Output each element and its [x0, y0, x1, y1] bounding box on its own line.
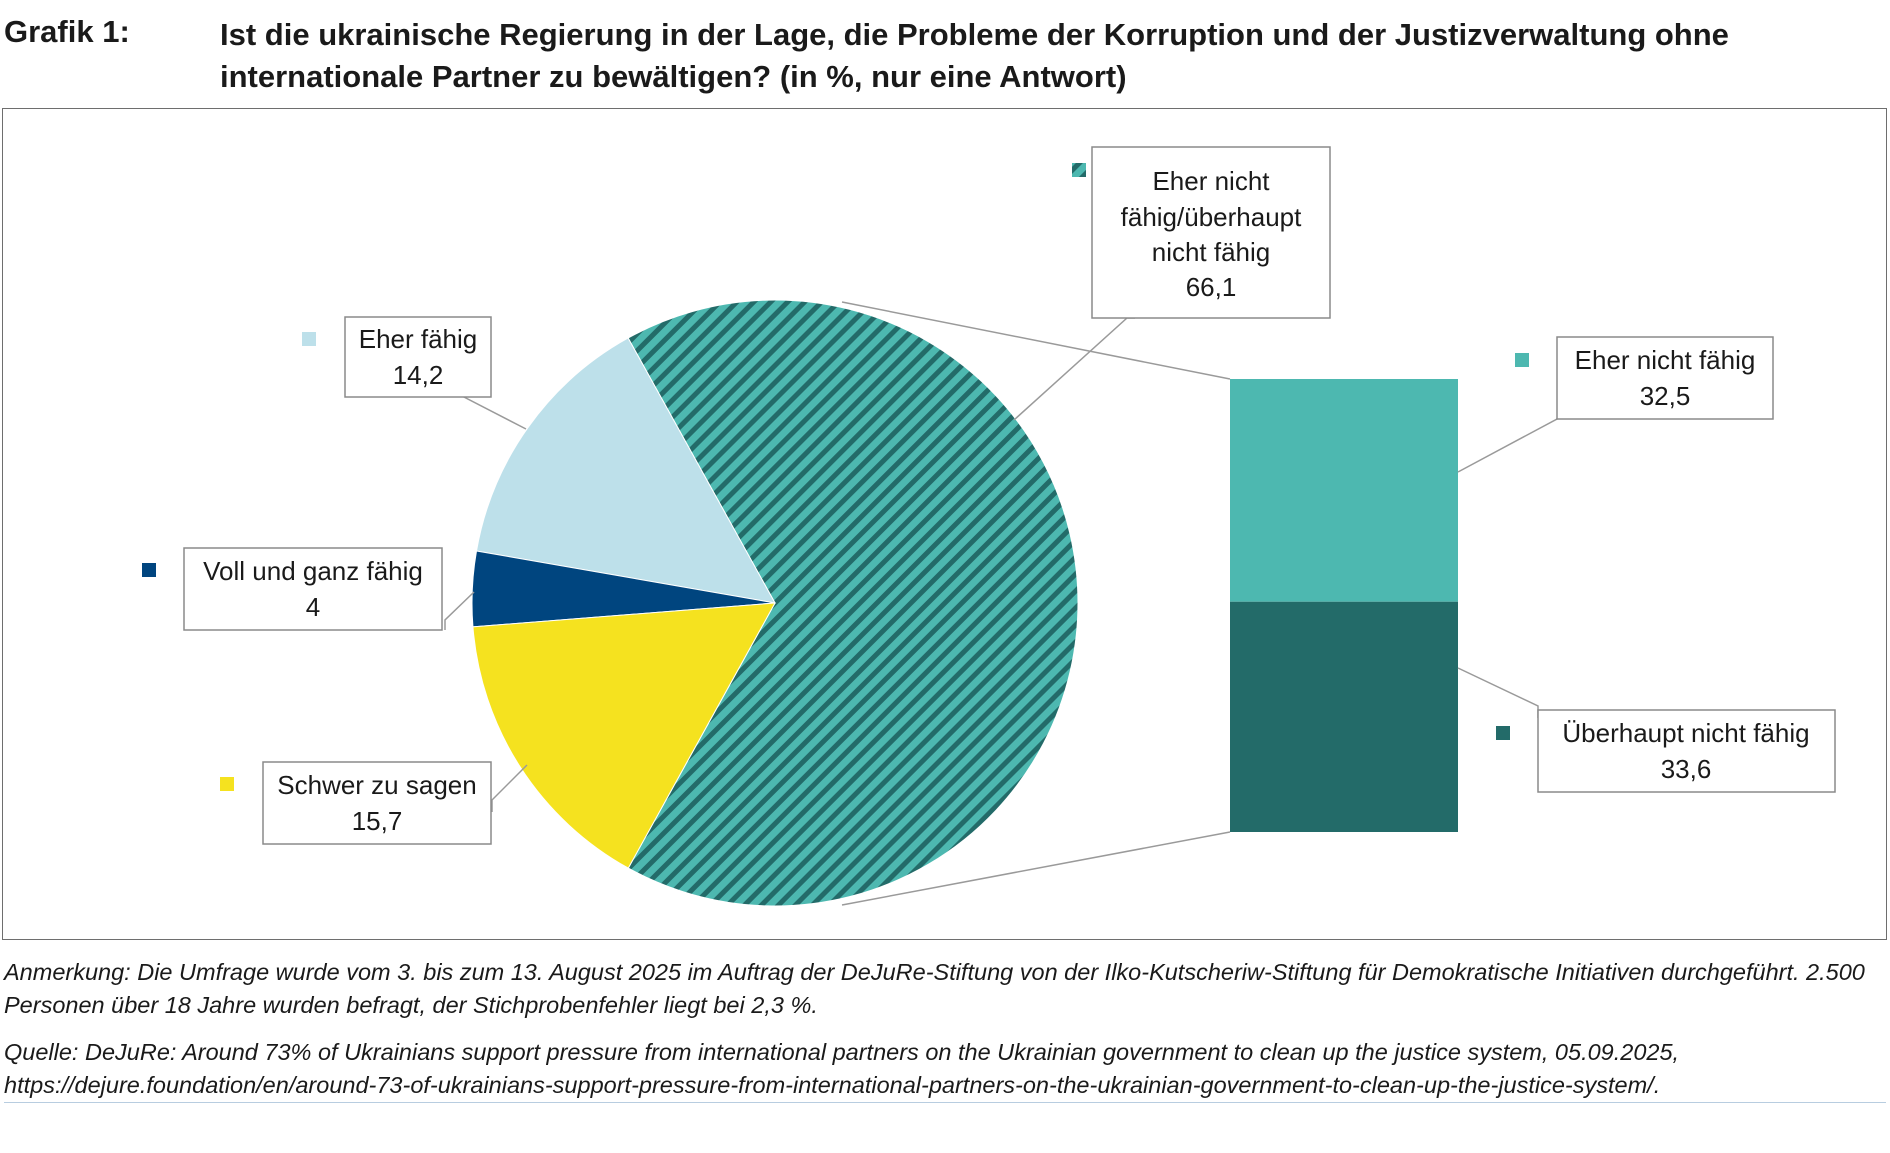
- label-nicht-line-3: nicht fähig: [1152, 237, 1271, 267]
- label-box-schwer: [262, 761, 492, 845]
- label-ueberhaupt-value: 33,6: [1661, 754, 1712, 784]
- legend-marker-voll: [142, 563, 156, 577]
- label-eher-nicht-name: Eher nicht fähig: [1575, 345, 1756, 375]
- note-anmerkung: Anmerkung: Die Umfrage wurde vom 3. bis …: [4, 959, 1865, 1018]
- label-voll-value: 4: [306, 592, 320, 622]
- legend-marker-eher-faehig: [302, 332, 316, 346]
- legend-marker-nicht: [1072, 163, 1086, 177]
- explode-line-top: [841, 301, 1231, 380]
- note-quelle-block: Quelle: DeJuRe: Around 73% of Ukrainians…: [4, 1036, 1886, 1103]
- label-box-eher-faehig: [344, 316, 492, 398]
- source-link[interactable]: https://dejure.foundation/en/around-73-o…: [4, 1069, 1886, 1103]
- leader-eher-faehig: [445, 394, 527, 430]
- pie-slice-schwer-zu-sagen: [472, 602, 776, 869]
- label-voll-name: Voll und ganz fähig: [203, 556, 423, 586]
- label-schwer-value: 15,7: [352, 806, 403, 836]
- label-eher-faehig-value: 14,2: [393, 360, 444, 390]
- leader-voll: [444, 591, 475, 630]
- label-box-eher-nicht: [1556, 336, 1774, 420]
- label-schwer-name: Schwer zu sagen: [277, 770, 476, 800]
- bar-segment-ueberhaupt-nicht-faehig: [1230, 601, 1458, 832]
- label-eher-nicht-value: 32,5: [1640, 381, 1691, 411]
- legend-marker-schwer: [220, 777, 234, 791]
- bar-segment-eher-nicht-faehig: [1230, 379, 1458, 602]
- label-box-ueberhaupt: [1537, 709, 1836, 793]
- leader-nicht: [1013, 317, 1135, 421]
- legend-marker-eher-nicht: [1515, 353, 1529, 367]
- chart: Eher fähig 14,2 Voll und ganz fähig 4 Sc…: [142, 146, 1836, 907]
- explode-line-bottom: [841, 831, 1231, 906]
- label-nicht-line-1: Eher nicht: [1152, 166, 1270, 196]
- leader-schwer: [491, 764, 528, 812]
- chart-frame: [2, 108, 1887, 940]
- leader-eher-nicht: [1457, 418, 1558, 473]
- label-box-nicht: [1091, 146, 1331, 319]
- label-eher-faehig-name: Eher fähig: [359, 324, 478, 354]
- label-ueberhaupt-name: Überhaupt nicht fähig: [1562, 718, 1809, 748]
- note-quelle: Quelle: DeJuRe: Around 73% of Ukrainians…: [4, 1039, 1680, 1065]
- pie-slice-eher-nicht-faehig-ueberhaupt-nicht-faehig: [627, 299, 1079, 907]
- figure-label: Grafik 1:: [4, 14, 130, 49]
- chart-title: Ist die ukrainische Regierung in der Lag…: [220, 17, 1729, 94]
- label-box-voll: [183, 547, 443, 631]
- label-nicht-value: 66,1: [1186, 272, 1237, 302]
- label-nicht-line-2: fähig/überhaupt: [1121, 202, 1302, 232]
- legend-marker-ueberhaupt: [1496, 726, 1510, 740]
- pie-slice-eher-faehig: [475, 337, 776, 604]
- leader-ueberhaupt: [1457, 667, 1539, 718]
